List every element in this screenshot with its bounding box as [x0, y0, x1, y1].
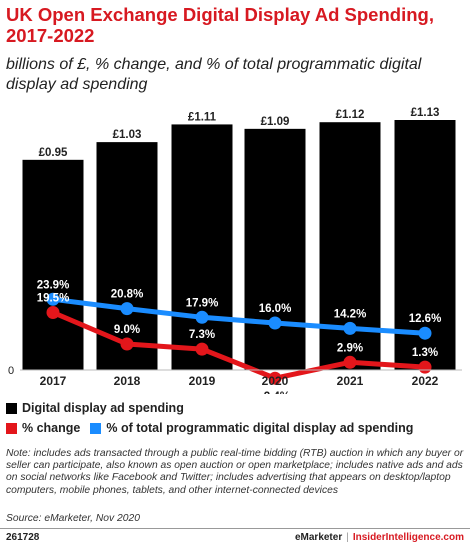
change-label-2018: 9.0% [114, 324, 140, 336]
change-label-2021: 2.9% [337, 342, 363, 354]
chart-title: UK Open Exchange Digital Display Ad Spen… [6, 4, 434, 46]
brand-emarketer: eMarketer [294, 532, 343, 543]
change-point-2018 [120, 337, 134, 351]
bar-labels-layer: £0.95 £1.03 £1.11 £1.09 £1.12 £1.13 [39, 107, 440, 159]
share-line-layer: 23.9% 20.8% 17.9% 16.0% 14.2% 12.6% [37, 279, 442, 340]
change-point-2021 [343, 355, 357, 369]
share-label-2022: 12.6% [409, 313, 442, 325]
share-point-2021 [343, 321, 357, 335]
bar-label-2020: £1.09 [261, 116, 290, 128]
change-label-2022: 1.3% [412, 347, 438, 359]
chart-subtitle: billions of £, % change, and % of total … [6, 56, 422, 93]
legend-swatch-bars [6, 402, 17, 414]
share-label-2021: 14.2% [334, 308, 367, 320]
x-label-2017: 2017 [40, 374, 67, 388]
x-label-2021: 2021 [337, 374, 364, 388]
legend-swatch-change [6, 422, 17, 434]
bar-label-2017: £0.95 [39, 147, 68, 159]
change-point-2022 [418, 360, 432, 374]
x-label-2022: 2022 [412, 374, 439, 388]
footer-brand: eMarketer | InsiderIntelligence.com [295, 532, 464, 543]
chart-source: Source: eMarketer, Nov 2020 [6, 513, 140, 524]
share-label-2018: 20.8% [111, 289, 144, 301]
chart-id: 261728 [6, 532, 40, 543]
bar-2017 [22, 159, 84, 370]
bar-label-2019: £1.11 [188, 111, 217, 123]
change-line-layer: 19.5% 9.0% 7.3% -2.4% 2.9% 1.3% [37, 293, 438, 395]
legend-row-1: Digital display ad spending [6, 401, 184, 415]
x-axis-labels: 2017 2018 2019 2020 2021 2022 [40, 374, 439, 388]
share-label-2017: 23.9% [37, 279, 70, 291]
change-point-2017 [46, 306, 60, 319]
share-label-2019: 17.9% [186, 297, 219, 309]
share-line [50, 296, 428, 336]
brand-insider-intelligence: InsiderIntelligence.com [352, 532, 464, 543]
share-point-2019 [195, 310, 209, 324]
bar-2020 [244, 128, 306, 370]
chart-note: Note: includes ads transacted through a … [6, 448, 464, 496]
share-point-2022 [418, 326, 432, 340]
change-point-2019 [195, 342, 209, 356]
chart-area: £0.95 £1.03 £1.11 £1.09 £1.12 £1.13 23.9% 20.8… [8, 107, 462, 395]
share-point-2018 [120, 302, 134, 316]
change-label-2020: -2.4% [260, 391, 290, 394]
legend-label-change: % change [22, 421, 81, 435]
bar-label-2018: £1.03 [113, 129, 142, 141]
x-label-2018: 2018 [114, 374, 141, 388]
change-label-2017: 19.5% [37, 293, 70, 305]
footer-divider [0, 528, 470, 529]
bar-2018 [96, 142, 158, 370]
bar-label-2022: £1.13 [411, 107, 440, 119]
x-label-2020: 2020 [262, 374, 289, 388]
change-point-2020 [268, 371, 282, 385]
bar-label-2021: £1.12 [336, 109, 365, 121]
legend-label-bars: Digital display ad spending [22, 401, 184, 415]
zero-axis-label: 0 [8, 365, 14, 377]
change-label-2019: 7.3% [189, 329, 215, 341]
share-point-2017 [46, 292, 60, 306]
brand-separator: | [346, 532, 349, 543]
share-point-2020 [268, 316, 282, 330]
legend-row-2: % change % of total programmatic digital… [6, 421, 413, 435]
legend-swatch-share [90, 422, 102, 434]
share-label-2020: 16.0% [259, 303, 292, 315]
legend-label-share: % of total programmatic digital display … [106, 421, 414, 435]
change-line [50, 310, 428, 381]
bar-2019 [171, 124, 233, 370]
x-label-2019: 2019 [189, 374, 216, 388]
